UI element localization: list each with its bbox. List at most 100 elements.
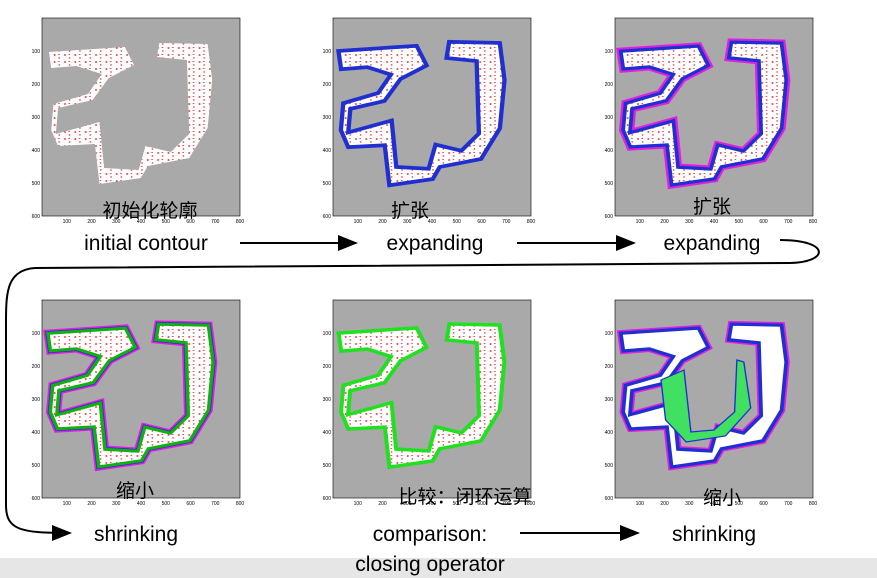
x-tick-label: 500	[453, 501, 462, 507]
plot-area	[41, 17, 241, 217]
x-tick-label: 200	[87, 501, 96, 507]
x-tick-label: 100	[63, 219, 72, 225]
caption-cn: 扩张	[693, 196, 731, 218]
x-tick-label: 100	[354, 219, 363, 225]
x-tick-label: 400	[137, 219, 146, 225]
x-tick-label: 700	[784, 501, 793, 507]
y-tick-label: 300	[323, 397, 332, 403]
x-tick-label: 800	[236, 501, 245, 507]
x-tick-label: 600	[759, 501, 768, 507]
y-tick-label: 300	[605, 115, 614, 121]
x-tick-label: 700	[211, 219, 220, 225]
x-tick-label: 500	[735, 219, 744, 225]
y-tick-label: 400	[323, 430, 332, 436]
x-tick-label: 700	[502, 219, 511, 225]
x-tick-label: 400	[428, 501, 437, 507]
y-tick-label: 400	[32, 430, 41, 436]
x-tick-label: 400	[710, 501, 719, 507]
x-tick-label: 300	[112, 219, 121, 225]
y-tick-label: 100	[605, 331, 614, 337]
x-tick-label: 200	[378, 501, 387, 507]
x-tick-label: 100	[354, 501, 363, 507]
x-tick-label: 300	[112, 501, 121, 507]
x-tick-label: 800	[527, 219, 536, 225]
contour	[622, 325, 785, 466]
y-tick-label: 400	[32, 148, 41, 154]
caption-en: closing operator	[355, 553, 504, 576]
y-tick-label: 600	[605, 496, 614, 502]
image-panel: 100 200 300 400 500 600 100 200 300 400 500 600 700 8…	[32, 17, 245, 225]
caption-cn: 比较：闭环运算	[398, 486, 531, 508]
x-tick-label: 200	[378, 219, 387, 225]
y-tick-label: 500	[323, 181, 332, 187]
bottom-strip	[0, 558, 877, 578]
y-tick-label: 100	[32, 331, 41, 337]
x-tick-label: 600	[759, 219, 768, 225]
y-tick-label: 100	[32, 49, 41, 55]
y-tick-label: 400	[605, 148, 614, 154]
y-tick-label: 300	[32, 397, 41, 403]
x-tick-label: 800	[236, 219, 245, 225]
x-tick-label: 400	[428, 219, 437, 225]
y-tick-label: 400	[323, 148, 332, 154]
y-tick-label: 600	[32, 214, 41, 220]
y-tick-label: 600	[323, 214, 332, 220]
x-tick-label: 600	[477, 501, 486, 507]
image-panel: 100 200 300 400 500 600 100 200 300 400 500 600 700 8…	[605, 17, 818, 225]
x-tick-label: 800	[527, 501, 536, 507]
arrows	[5, 235, 820, 541]
y-tick-label: 100	[605, 49, 614, 55]
x-tick-label: 300	[685, 501, 694, 507]
image-panel: 100 200 300 400 500 600 100 200 300 400 500 600 700 8…	[323, 17, 536, 225]
x-tick-label: 500	[453, 219, 462, 225]
x-tick-label: 600	[186, 501, 195, 507]
y-tick-label: 600	[32, 496, 41, 502]
caption-cn: 初始化轮廓	[102, 200, 197, 222]
y-tick-label: 200	[323, 82, 332, 88]
x-tick-label: 700	[502, 501, 511, 507]
y-tick-label: 500	[605, 463, 614, 469]
y-tick-label: 100	[323, 331, 332, 337]
y-tick-label: 300	[605, 397, 614, 403]
x-tick-label: 600	[186, 219, 195, 225]
caption-en: shrinking	[94, 523, 178, 546]
caption-en: expanding	[664, 232, 761, 255]
caption-cn: 扩张	[391, 200, 429, 222]
y-tick-label: 500	[32, 463, 41, 469]
caption-cn: 缩小	[116, 480, 154, 502]
y-tick-label: 500	[323, 463, 332, 469]
x-tick-label: 700	[211, 501, 220, 507]
x-tick-label: 400	[710, 219, 719, 225]
image-panel: 100 200 300 400 500 600 100 200 300 400 500 600 700 8…	[605, 299, 818, 507]
arrow	[5, 239, 820, 541]
x-tick-label: 100	[636, 219, 645, 225]
x-tick-label: 800	[809, 501, 818, 507]
x-tick-label: 300	[403, 501, 412, 507]
x-tick-label: 100	[63, 501, 72, 507]
y-tick-label: 600	[323, 496, 332, 502]
x-tick-label: 500	[162, 501, 171, 507]
y-tick-label: 600	[605, 214, 614, 220]
caption-en: shrinking	[672, 523, 756, 546]
x-tick-label: 500	[162, 219, 171, 225]
x-tick-label: 200	[87, 219, 96, 225]
x-tick-label: 200	[660, 219, 669, 225]
x-tick-label: 400	[137, 501, 146, 507]
caption-cn: 缩小	[703, 487, 741, 509]
x-tick-label: 300	[403, 219, 412, 225]
y-tick-label: 500	[32, 181, 41, 187]
x-tick-label: 700	[784, 219, 793, 225]
x-tick-label: 800	[809, 219, 818, 225]
x-tick-label: 200	[660, 501, 669, 507]
y-tick-label: 500	[605, 181, 614, 187]
x-tick-label: 600	[477, 219, 486, 225]
y-tick-label: 200	[323, 364, 332, 370]
y-tick-label: 300	[32, 115, 41, 121]
x-tick-label: 500	[735, 501, 744, 507]
y-tick-label: 300	[323, 115, 332, 121]
caption-en: initial contour	[84, 232, 208, 255]
image-panel: 100 200 300 400 500 600 100 200 300 400 500 600 700 8…	[323, 299, 536, 507]
image-panel: 100 200 300 400 500 600 100 200 300 400 500 600 700 8…	[32, 299, 245, 507]
x-tick-label: 300	[685, 219, 694, 225]
